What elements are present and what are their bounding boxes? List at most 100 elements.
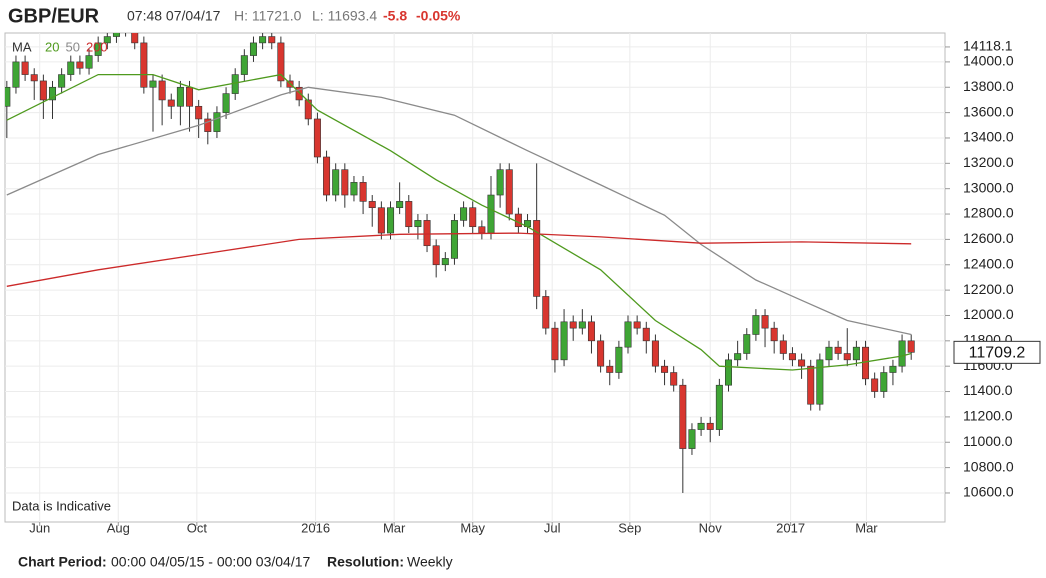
y-tick-label: 13800.0 bbox=[963, 78, 1014, 94]
candle-body bbox=[724, 359, 732, 386]
candle-body bbox=[423, 220, 431, 247]
candle-body bbox=[487, 194, 495, 234]
candle-body bbox=[240, 55, 248, 75]
candle-body bbox=[396, 201, 404, 209]
candle-body bbox=[112, 33, 120, 37]
legend-entry: 20 bbox=[45, 39, 59, 54]
candle-body bbox=[204, 118, 212, 132]
candle-body bbox=[39, 80, 47, 101]
candle-body bbox=[569, 321, 577, 329]
candle-body bbox=[85, 55, 93, 69]
candle-body bbox=[478, 226, 486, 234]
y-tick-label: 12600.0 bbox=[963, 230, 1014, 246]
candle-body bbox=[606, 365, 614, 373]
plot-frame bbox=[4, 32, 946, 523]
y-tick-label: 10600.0 bbox=[963, 484, 1014, 500]
candle-body bbox=[706, 422, 714, 430]
x-tick-label: May bbox=[460, 520, 485, 535]
candle-body bbox=[889, 365, 897, 373]
candle-body bbox=[405, 201, 413, 228]
candle-body bbox=[12, 61, 20, 88]
candle-body bbox=[277, 42, 285, 82]
y-tick-label: 14000.0 bbox=[963, 53, 1014, 69]
change: -5.8 bbox=[383, 8, 407, 24]
candle-body bbox=[871, 378, 879, 392]
legend-title: MA bbox=[12, 39, 32, 54]
x-tick-label: Nov bbox=[699, 520, 723, 535]
candle-body bbox=[414, 220, 422, 228]
candle-body bbox=[103, 36, 111, 44]
candle-body bbox=[551, 327, 559, 361]
period: 00:00 04/05/15 - 00:00 03/04/17 bbox=[111, 554, 310, 570]
candle-body bbox=[122, 24, 128, 30]
candle-body bbox=[268, 36, 276, 44]
candle-body bbox=[898, 340, 906, 367]
x-tick-label: 2016 bbox=[301, 520, 330, 535]
y-tick-label: 11000.0 bbox=[963, 433, 1013, 449]
candle-body bbox=[542, 296, 550, 329]
resolution: Weekly bbox=[407, 554, 453, 570]
candle-body bbox=[743, 334, 751, 354]
candle-body bbox=[341, 169, 349, 196]
candle-body bbox=[30, 74, 38, 82]
candle-body bbox=[661, 365, 669, 373]
x-tick-label: Oct bbox=[187, 520, 208, 535]
y-tick-label: 12000.0 bbox=[963, 306, 1014, 322]
plot-area bbox=[5, 24, 915, 493]
low-value: L: 11693.4 bbox=[312, 8, 377, 24]
candle-body bbox=[880, 372, 888, 392]
candle-body bbox=[633, 321, 641, 329]
change-percent: -0.05% bbox=[416, 8, 461, 24]
candle-body bbox=[533, 220, 541, 297]
candle-body bbox=[21, 61, 29, 75]
y-tick-label: 12400.0 bbox=[963, 255, 1014, 271]
candle-body bbox=[377, 207, 385, 234]
candle-body bbox=[5, 86, 11, 107]
y-tick-label: 13600.0 bbox=[963, 103, 1014, 119]
candle-body bbox=[496, 169, 504, 196]
candle-body bbox=[140, 42, 148, 88]
candle-body bbox=[843, 353, 851, 361]
candle-body bbox=[313, 118, 321, 158]
candle-body bbox=[734, 353, 742, 361]
candle-body bbox=[642, 327, 650, 342]
candle-body bbox=[295, 86, 303, 101]
candle-body bbox=[323, 156, 331, 196]
ma-line bbox=[6, 73, 912, 371]
candle-body bbox=[587, 321, 595, 342]
x-tick-label: Jul bbox=[544, 520, 561, 535]
candle-body bbox=[752, 315, 760, 335]
high-value: H: 11721.0 bbox=[234, 8, 302, 24]
y-tick-label: 14118.1 bbox=[963, 38, 1013, 54]
y-tick-label: 13400.0 bbox=[963, 129, 1014, 145]
candle-body bbox=[578, 321, 586, 329]
y-tick-label: 13000.0 bbox=[963, 179, 1014, 195]
candle-body bbox=[249, 42, 257, 56]
note: Data is Indicative bbox=[12, 498, 111, 513]
candle-body bbox=[213, 112, 221, 132]
candle-body bbox=[368, 201, 376, 209]
candle-body bbox=[49, 86, 57, 101]
candle-body bbox=[761, 315, 769, 329]
candle-body bbox=[76, 61, 84, 69]
x-tick-label: Jun bbox=[29, 520, 50, 535]
candle-body bbox=[670, 372, 678, 386]
candle-body bbox=[387, 207, 395, 234]
y-tick-label: 10800.0 bbox=[963, 458, 1014, 474]
candle-body bbox=[167, 99, 175, 107]
candle-body bbox=[907, 340, 915, 353]
candle-body bbox=[67, 61, 75, 75]
resolution-label: Resolution: bbox=[327, 554, 404, 570]
candle-body bbox=[770, 327, 778, 342]
ma-line bbox=[6, 232, 912, 287]
candle-body bbox=[679, 384, 687, 449]
x-tick-label: Mar bbox=[855, 520, 878, 535]
candle-body bbox=[186, 86, 194, 107]
candle-body bbox=[697, 422, 705, 430]
candle-body bbox=[779, 340, 787, 354]
candle-body bbox=[862, 346, 870, 380]
legend-entry: 50 bbox=[65, 39, 79, 54]
candle-body bbox=[158, 80, 166, 101]
y-tick-label: 12200.0 bbox=[963, 281, 1014, 297]
